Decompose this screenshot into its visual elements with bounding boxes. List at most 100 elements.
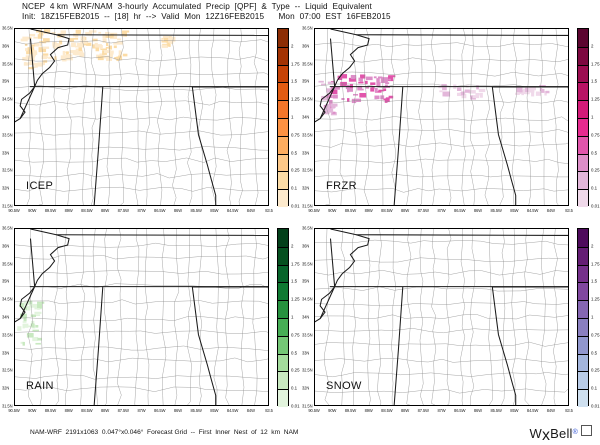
colorbar-tick-label: 0.1 (591, 385, 598, 391)
y-tick-label: 31.5N (302, 403, 313, 409)
panel-frzr[interactable]: FRZR 90.5W 90W 89.5W 89W 88.5W 88W 87.5W 87W 86.5… (302, 26, 573, 213)
colorbar-tick-label: 2 (291, 243, 294, 249)
colorbar-tick-label: 0.25 (291, 167, 300, 173)
y-tick-label: 34.5N (302, 96, 313, 102)
y-tick-label: 34.5N (2, 96, 13, 102)
footer-grid-description: NAM-WRF 2191x1063 0.047°x0.046° Forecast… (30, 429, 299, 436)
colorbar-segment (578, 389, 588, 407)
colorbar-segment (578, 300, 588, 318)
map-canvas-snow[interactable] (314, 228, 569, 406)
y-tick-label: 31.5N (2, 203, 13, 209)
y-tick-label: 35.5N (2, 261, 13, 267)
x-tick-label: 89W (64, 407, 73, 413)
y-tick-label: 35.5N (2, 61, 13, 67)
y-tick-label: 32.5N (302, 367, 313, 373)
x-tick-label: 87.5W (417, 407, 429, 413)
x-tick-label: 90W (28, 407, 37, 413)
map-canvas-rain[interactable] (14, 228, 269, 406)
y-tick-label: 33.5N (2, 332, 13, 338)
x-tick-label: 88W (401, 407, 410, 413)
y-tick-label: 32.5N (2, 167, 13, 173)
precip-shading-layer (318, 74, 550, 116)
y-tick-label: 33N (302, 350, 310, 356)
x-tick-label: 87W (137, 407, 146, 413)
x-tick-label: 86.5W (154, 407, 166, 413)
colorbar-tick-label: 1.5 (291, 78, 298, 84)
y-tick-label: 36.5N (302, 25, 313, 31)
y-tick-label: 31.5N (2, 403, 13, 409)
colorbar-segment (278, 335, 288, 354)
colorbar-icep[interactable] (277, 28, 289, 207)
panel-rain[interactable]: RAIN 90.5W 90W 89.5W 89W 88.5W 88W 87.5W 87W 86.5… (2, 226, 273, 413)
colorbar-tick-label: 0.1 (291, 185, 298, 191)
colorbar-tick-label: 1.25 (591, 296, 600, 302)
x-tick-label: 84W (246, 407, 255, 413)
x-tick-label: 84W (546, 407, 555, 413)
y-tick-label: 32.5N (302, 167, 313, 173)
x-tick-label: 89.5W (344, 407, 357, 413)
colorbar-tick-label: 1.75 (591, 61, 600, 67)
county-boundaries (315, 29, 568, 205)
colorbar-segment (578, 64, 588, 83)
x-tick-label: 86W (173, 207, 182, 213)
colorbar-tick-label: 1.75 (591, 261, 600, 267)
x-tick-label: 86.5W (454, 207, 466, 213)
x-tick-label: 88W (101, 207, 110, 213)
x-tick-label: 87W (437, 407, 446, 413)
x-tick-label: 88.5W (381, 407, 393, 413)
x-tick-label: 86W (473, 207, 482, 213)
x-tick-label: 84.5W (226, 407, 239, 413)
colorbar-segment (578, 282, 588, 301)
logo-registered-mark: ® (572, 429, 578, 436)
logo-sub: x (541, 427, 551, 444)
colorbar-tick-label: 2 (291, 43, 294, 49)
panel-label-frzr: FRZR (326, 180, 357, 192)
x-tick-label: 90W (328, 207, 337, 213)
y-tick-label: 35.5N (302, 61, 313, 67)
y-tick-label: 31.5N (302, 203, 313, 209)
colorbar-tick-label: 0.01 (591, 203, 600, 209)
y-tick-label: 34N (2, 114, 10, 120)
map-vector-layer (315, 229, 568, 405)
colorbar-tick-label: 1 (591, 114, 594, 120)
map-vector-layer (15, 29, 268, 205)
colorbar-rain[interactable] (277, 228, 289, 407)
colorbar-segment (278, 300, 288, 318)
x-tick-label: 84.5W (226, 207, 239, 213)
x-tick-label: 85W (510, 207, 519, 213)
colorbar-tick-label: 0.1 (591, 185, 598, 191)
map-canvas-frzr[interactable] (314, 28, 569, 206)
y-tick-label: 36N (2, 43, 10, 49)
state-boundaries (15, 229, 268, 405)
colorbar-snow[interactable] (577, 228, 589, 407)
y-tick-label: 34N (302, 114, 310, 120)
colorbar-segment (278, 117, 288, 136)
colorbar-tick-label: 1.5 (591, 278, 598, 284)
colorbar-segment (278, 171, 288, 190)
y-tick-label: 35.5N (302, 261, 313, 267)
map-canvas-icep[interactable] (14, 28, 269, 206)
colorbar-segment (278, 389, 288, 407)
colorbar-segment (578, 335, 588, 354)
colorbar-segment (278, 317, 288, 336)
state-boundaries (315, 229, 568, 405)
x-tick-label: 84.5W (526, 207, 539, 213)
panel-icep[interactable]: ICEP 90.5W 90W 89.5W 89W 88.5W 88W 87.5W 87W 86.5… (2, 26, 273, 213)
y-tick-label: 32N (302, 185, 310, 191)
colorbar-frzr[interactable] (577, 28, 589, 207)
header-line-1: NCEP 4 km WRF/NAM 3-hourly Accumulated P… (22, 2, 372, 11)
x-tick-label: 90W (28, 207, 37, 213)
x-tick-label: 85.5W (190, 407, 202, 413)
colorbar-segment (578, 29, 588, 47)
header-text-block: NCEP 4 km WRF/NAM 3-hourly Accumulated P… (22, 2, 582, 22)
y-tick-label: 36.5N (2, 25, 13, 31)
county-boundaries (15, 29, 268, 205)
panel-snow[interactable]: SNOW 90.5W 90W 89.5W 89W 88.5W 88W 87.5W 87W 86.5… (302, 226, 573, 413)
colorbar-tick-label: 1.5 (291, 278, 298, 284)
colorbar-tick-label: 1 (291, 114, 294, 120)
colorbar-segment (278, 153, 288, 172)
y-tick-label: 33.5N (302, 132, 313, 138)
y-tick-label: 36.5N (2, 225, 13, 231)
y-tick-label: 35N (302, 78, 310, 84)
y-tick-label: 34.5N (302, 296, 313, 302)
